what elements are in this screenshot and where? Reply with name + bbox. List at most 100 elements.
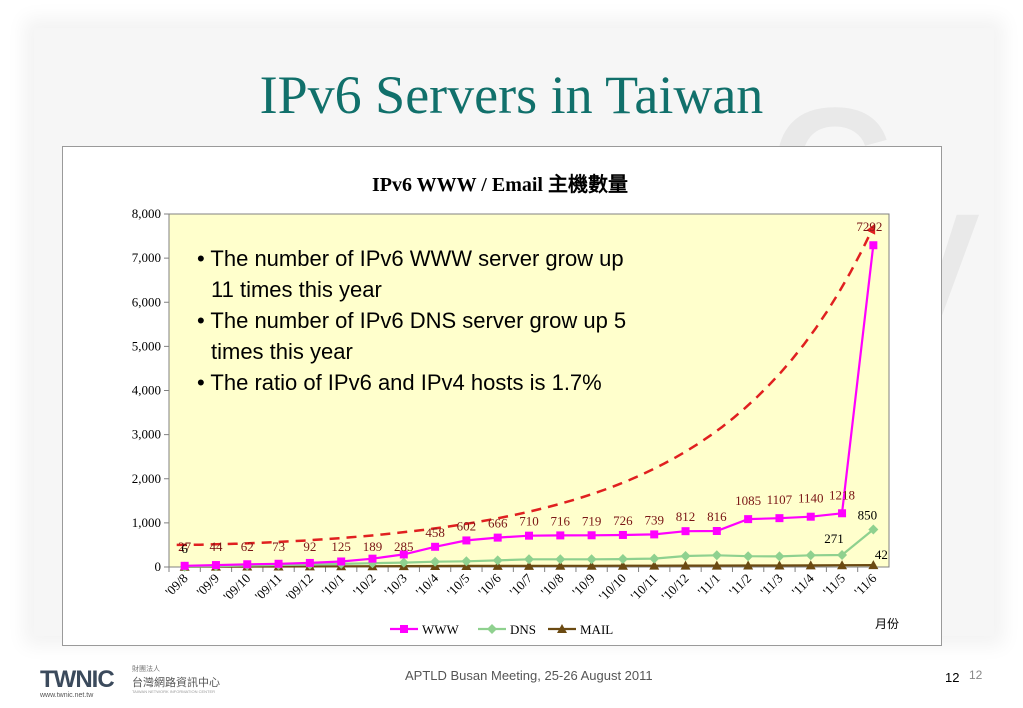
series-www-point bbox=[869, 241, 878, 250]
www-data-label: 602 bbox=[457, 518, 477, 533]
x-tick-label: '09/12 bbox=[283, 571, 316, 604]
series-dns-point bbox=[805, 550, 816, 561]
x-tick-label: '09/8 bbox=[162, 571, 191, 600]
www-data-label: 716 bbox=[551, 513, 571, 528]
series-mail-point bbox=[680, 560, 691, 570]
series-www-point bbox=[399, 550, 408, 559]
logo-org-en: TAIWAN NETWORK INFORMATION CENTER bbox=[132, 689, 216, 694]
series-mail-point bbox=[649, 560, 660, 570]
www-data-label: 1107 bbox=[767, 492, 793, 507]
series-www-point bbox=[556, 531, 565, 540]
series-mail-point bbox=[492, 560, 503, 570]
series-www-point bbox=[775, 514, 784, 523]
mail-data-label: 42 bbox=[875, 547, 888, 562]
legend-www-label: WWW bbox=[422, 622, 460, 637]
www-data-label: 1218 bbox=[829, 487, 855, 502]
dns-data-label: 271 bbox=[824, 531, 844, 546]
series-www-point bbox=[806, 512, 815, 521]
series-www-point bbox=[838, 509, 847, 518]
series-www-point bbox=[712, 526, 721, 535]
dns-data-label: 850 bbox=[858, 507, 878, 522]
chart-title: IPv6 WWW / Email 主機數量 bbox=[372, 174, 628, 196]
slide-title: IPv6 Servers in Taiwan bbox=[259, 65, 764, 125]
x-tick-label: '11/5 bbox=[820, 571, 848, 599]
x-tick-label: '10/3 bbox=[381, 571, 410, 600]
series-dns-point bbox=[398, 557, 409, 568]
series-dns-point bbox=[743, 551, 754, 562]
x-tick-label: '11/2 bbox=[726, 571, 754, 599]
x-tick-label: '10/4 bbox=[413, 570, 442, 599]
www-data-label: 739 bbox=[644, 512, 664, 527]
www-data-label: 1085 bbox=[735, 493, 761, 508]
www-data-label: 666 bbox=[488, 516, 508, 531]
bullet-www: • The number of IPv6 WWW server grow up … bbox=[197, 246, 624, 302]
www-data-label: 62 bbox=[241, 539, 254, 554]
series-www-point bbox=[337, 557, 346, 566]
twnic-logo: TWNIC 財團法人 台灣網路資訊中心 TAIWAN NETWORK INFOR… bbox=[40, 664, 220, 700]
series-mail-point bbox=[743, 560, 754, 570]
series-www-point bbox=[493, 533, 502, 542]
legend-dns-marker bbox=[487, 624, 497, 634]
www-data-label: 125 bbox=[331, 539, 351, 554]
x-tick-label: '10/9 bbox=[569, 571, 598, 600]
series-www-point bbox=[431, 542, 440, 551]
series-dns-point bbox=[868, 524, 879, 535]
series-www-point bbox=[525, 531, 533, 540]
series-dns-point bbox=[555, 554, 566, 565]
www-data-label: 7292 bbox=[856, 219, 882, 234]
series-www-point bbox=[462, 536, 471, 545]
legend-mail-label: MAIL bbox=[580, 622, 613, 637]
x-tick-label: '11/3 bbox=[757, 571, 785, 599]
series-www-point bbox=[618, 530, 627, 539]
series-dns-point bbox=[774, 551, 785, 562]
x-tick-label: '10/10 bbox=[596, 571, 629, 604]
series-www-point bbox=[180, 561, 189, 570]
logo-org-small: 財團法人 bbox=[132, 665, 160, 673]
series-dns-point bbox=[680, 550, 691, 561]
www-data-label: 92 bbox=[303, 539, 316, 554]
x-tick-label: '10/11 bbox=[627, 571, 660, 604]
x-tick-label: '10/5 bbox=[444, 571, 473, 600]
x-tick-label: '10/1 bbox=[319, 571, 348, 600]
logo-mark: TWNIC bbox=[40, 666, 115, 693]
series-www-point bbox=[681, 527, 690, 536]
series-www-point bbox=[650, 530, 659, 539]
y-tick-label: 8,000 bbox=[132, 206, 161, 221]
x-axis-label: 月份 bbox=[875, 617, 899, 631]
bullet-ratio: • The ratio of IPv6 and IPv4 hosts is 1.… bbox=[197, 370, 602, 395]
dns-data-label: 6 bbox=[181, 541, 188, 556]
series-mail-point bbox=[524, 560, 534, 570]
www-data-label: 44 bbox=[209, 539, 223, 554]
series-dns-point bbox=[430, 556, 441, 567]
x-tick-label: '10/12 bbox=[658, 571, 691, 604]
www-data-label: 719 bbox=[582, 513, 602, 528]
footer-text: APTLD Busan Meeting, 25-26 August 2011 bbox=[405, 668, 653, 683]
series-mail-point bbox=[617, 560, 628, 570]
legend-www-marker bbox=[400, 625, 408, 633]
y-tick-label: 7,000 bbox=[132, 250, 161, 265]
y-tick-label: 5,000 bbox=[132, 338, 161, 353]
www-data-label: 1140 bbox=[798, 491, 824, 506]
x-tick-label: '09/10 bbox=[220, 571, 253, 604]
series-www-point bbox=[744, 515, 753, 524]
series-mail-point bbox=[555, 560, 566, 570]
page-number-small: 12 bbox=[969, 668, 983, 682]
series-www-point bbox=[274, 559, 283, 568]
y-tick-label: 0 bbox=[155, 559, 162, 574]
series-mail-point bbox=[868, 560, 879, 570]
legend-mail-marker bbox=[557, 624, 567, 633]
series-mail-point bbox=[805, 560, 816, 570]
www-data-label: 27 bbox=[178, 539, 192, 554]
x-tick-label: '11/1 bbox=[695, 571, 723, 599]
www-data-label: 710 bbox=[519, 514, 539, 529]
x-tick-label: '09/11 bbox=[252, 571, 285, 604]
series-dns-point bbox=[492, 555, 503, 566]
trend-arrow bbox=[176, 223, 876, 547]
series-dns-point bbox=[586, 554, 597, 565]
series-dns-point bbox=[617, 554, 628, 565]
series-mail-point bbox=[837, 560, 848, 570]
series-www-point bbox=[211, 561, 220, 570]
x-tick-label: '10/8 bbox=[538, 571, 567, 600]
page-number: 12 bbox=[945, 670, 960, 685]
